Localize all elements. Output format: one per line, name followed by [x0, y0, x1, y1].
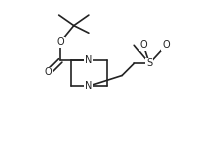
Text: O: O — [44, 67, 52, 77]
Text: S: S — [146, 58, 152, 68]
Text: N: N — [85, 55, 93, 65]
Text: O: O — [162, 40, 170, 50]
Text: O: O — [140, 40, 147, 50]
Text: O: O — [56, 37, 64, 47]
Text: N: N — [85, 81, 93, 91]
